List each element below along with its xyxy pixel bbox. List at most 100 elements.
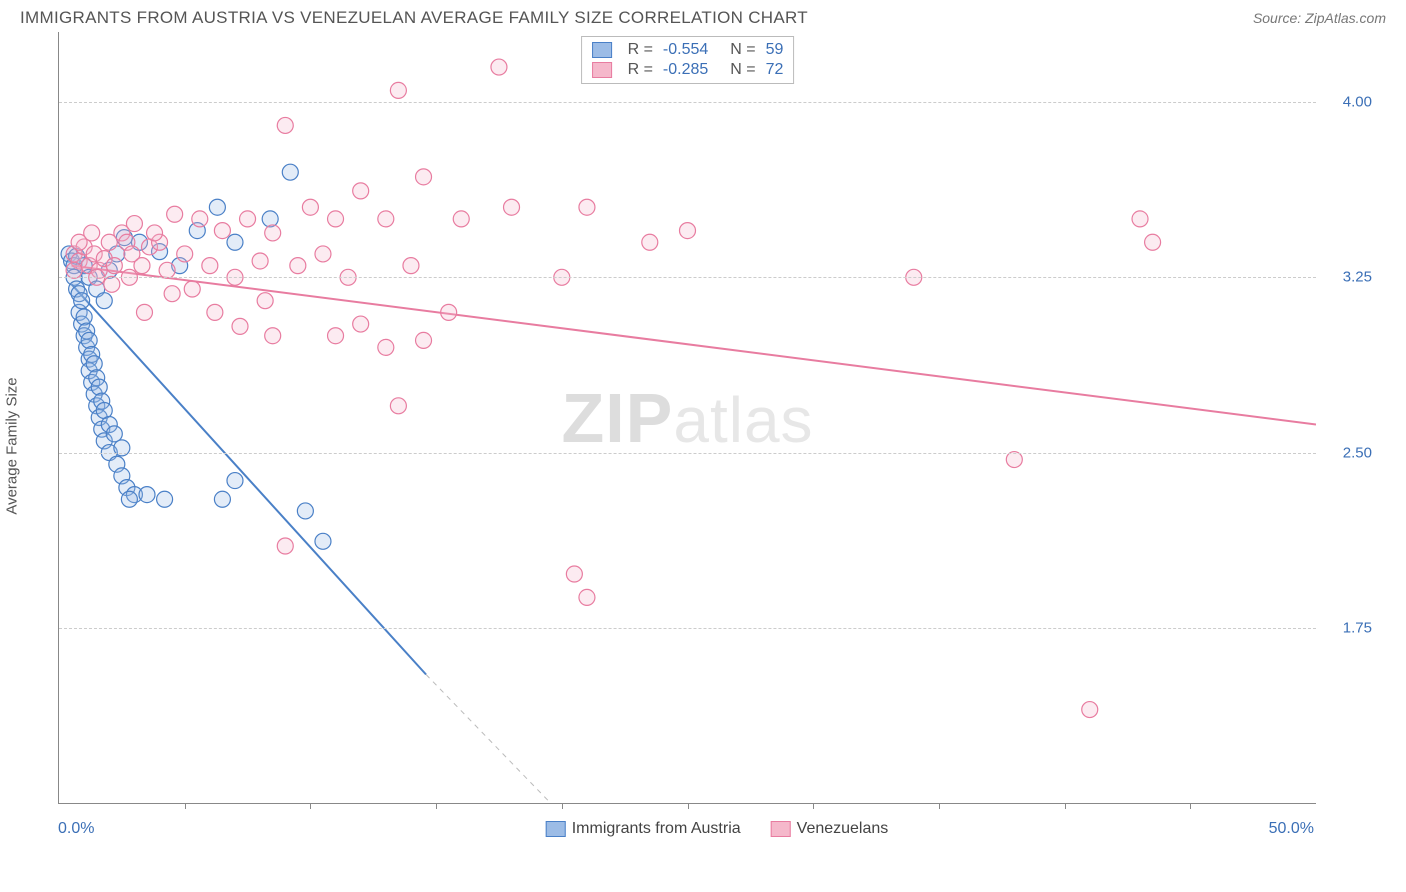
data-point [257, 293, 273, 309]
data-point [1145, 234, 1161, 250]
data-point [453, 211, 469, 227]
data-point [66, 262, 82, 278]
scatter-svg [59, 32, 1316, 803]
data-point [390, 82, 406, 98]
data-point [262, 211, 278, 227]
grid-line [59, 277, 1316, 278]
data-point [164, 286, 180, 302]
data-point [297, 503, 313, 519]
r-value-austria: -0.554 [663, 41, 708, 59]
data-point [566, 566, 582, 582]
data-point [209, 199, 225, 215]
stats-row-venezuela: R = -0.285 N = 72 [592, 61, 784, 79]
data-point [277, 538, 293, 554]
data-point [202, 258, 218, 274]
data-point [157, 491, 173, 507]
r-value-venezuela: -0.285 [663, 61, 708, 79]
data-point [277, 117, 293, 133]
data-point [1082, 702, 1098, 718]
data-point [184, 281, 200, 297]
y-tick-label: 1.75 [1343, 619, 1372, 636]
data-point [265, 328, 281, 344]
data-point [441, 304, 457, 320]
data-point [139, 487, 155, 503]
data-point [252, 253, 268, 269]
data-point [353, 316, 369, 332]
data-point [106, 258, 122, 274]
data-point [84, 225, 100, 241]
data-point [315, 246, 331, 262]
data-point [227, 234, 243, 250]
data-point [579, 589, 595, 605]
trend-line [72, 266, 1316, 425]
n-label: N = [730, 61, 755, 79]
legend-item-venezuela: Venezuelans [771, 820, 889, 838]
x-tick [1065, 803, 1066, 809]
n-value-venezuela: 72 [766, 61, 784, 79]
x-tick [310, 803, 311, 809]
x-axis-min-label: 0.0% [58, 820, 94, 838]
data-point [282, 164, 298, 180]
x-tick [939, 803, 940, 809]
data-point [96, 293, 112, 309]
data-point [579, 199, 595, 215]
grid-line [59, 102, 1316, 103]
data-point [227, 473, 243, 489]
stats-row-austria: R = -0.554 N = 59 [592, 41, 784, 59]
data-point [106, 426, 122, 442]
stats-swatch-venezuela [592, 62, 612, 78]
data-point [136, 304, 152, 320]
data-point [390, 398, 406, 414]
data-point [159, 262, 175, 278]
chart-container: ZIPatlas R = -0.554 N = 59 R = -0.285 N … [48, 32, 1386, 852]
data-point [328, 211, 344, 227]
data-point [76, 309, 92, 325]
data-point [104, 276, 120, 292]
data-point [126, 216, 142, 232]
n-value-austria: 59 [766, 41, 784, 59]
data-point [353, 183, 369, 199]
data-point [177, 246, 193, 262]
source-label: Source: [1253, 10, 1305, 26]
data-point [265, 225, 281, 241]
data-point [81, 332, 97, 348]
legend-swatch-austria [546, 821, 566, 837]
data-point [504, 199, 520, 215]
n-label: N = [730, 41, 755, 59]
data-point [86, 356, 102, 372]
data-point [240, 211, 256, 227]
data-point [378, 339, 394, 355]
data-point [74, 293, 90, 309]
legend-swatch-venezuela [771, 821, 791, 837]
data-point [91, 379, 107, 395]
grid-line [59, 628, 1316, 629]
data-point [167, 206, 183, 222]
chart-header: IMMIGRANTS FROM AUSTRIA VS VENEZUELAN AV… [0, 0, 1406, 32]
source-attribution: Source: ZipAtlas.com [1253, 10, 1386, 26]
y-tick-label: 3.25 [1343, 269, 1372, 286]
data-point [232, 318, 248, 334]
x-tick [688, 803, 689, 809]
y-axis-label: Average Family Size [4, 377, 21, 514]
r-label: R = [628, 61, 653, 79]
data-point [680, 223, 696, 239]
stats-swatch-austria [592, 42, 612, 58]
x-tick [813, 803, 814, 809]
y-tick-label: 2.50 [1343, 444, 1372, 461]
trend-line-dashed [426, 675, 562, 804]
legend-label-austria: Immigrants from Austria [572, 820, 741, 837]
x-tick [185, 803, 186, 809]
data-point [124, 246, 140, 262]
y-tick-label: 4.00 [1343, 94, 1372, 111]
data-point [214, 491, 230, 507]
data-point [1006, 452, 1022, 468]
legend-item-austria: Immigrants from Austria [546, 820, 741, 838]
data-point [416, 169, 432, 185]
source-name: ZipAtlas.com [1305, 10, 1386, 26]
data-point [207, 304, 223, 320]
data-point [121, 491, 137, 507]
data-point [642, 234, 658, 250]
x-tick [562, 803, 563, 809]
data-point [214, 223, 230, 239]
data-point [378, 211, 394, 227]
